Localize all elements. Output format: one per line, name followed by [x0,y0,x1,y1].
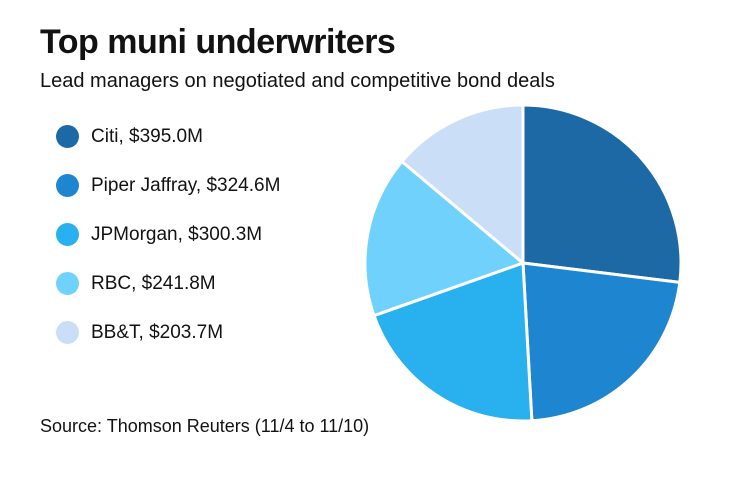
pie-slice-rbc [363,160,525,318]
legend-swatch-icon [56,174,79,197]
pie-slice-piper-jaffray [521,261,682,423]
pie-slice-bb-t [400,103,525,265]
pie-chart [363,103,683,423]
legend-label: Citi, $395.0M [91,125,203,147]
pie-slice-citi [521,103,683,284]
legend-label: Piper Jaffray, $324.6M [91,174,281,196]
legend-item-piper-jaffray: Piper Jaffray, $324.6M [56,174,280,197]
legend-item-bb-t: BB&T, $203.7M [56,321,280,344]
source-note: Source: Thomson Reuters (11/4 to 11/10) [40,416,370,436]
legend-item-rbc: RBC, $241.8M [56,272,280,295]
legend-label: BB&T, $203.7M [91,321,224,343]
legend-item-citi: Citi, $395.0M [56,125,280,148]
legend-swatch-icon [56,321,79,344]
legend-swatch-icon [56,125,79,148]
chart-subtitle: Lead managers on negotiated and competit… [40,70,555,92]
legend-label: RBC, $241.8M [91,272,216,294]
legend-swatch-icon [56,272,79,295]
legend-label: JPMorgan, $300.3M [91,223,263,245]
chart-title: Top muni underwriters [40,23,396,61]
legend-swatch-icon [56,223,79,246]
legend-item-jpmorgan: JPMorgan, $300.3M [56,223,280,246]
legend: Citi, $395.0M Piper Jaffray, $324.6M JPMor… [56,125,280,370]
